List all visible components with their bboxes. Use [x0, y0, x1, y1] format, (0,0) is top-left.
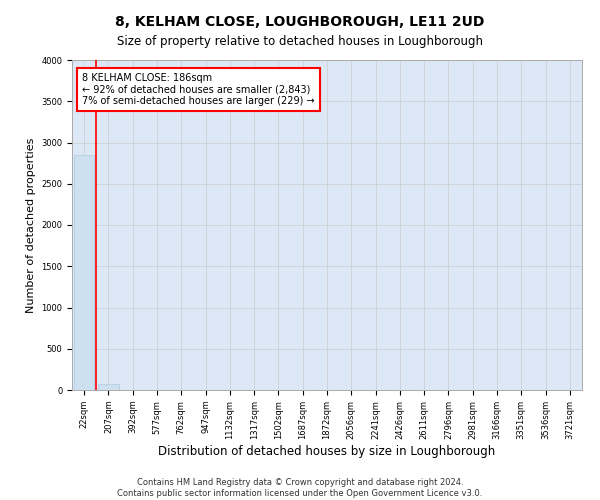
Text: Contains HM Land Registry data © Crown copyright and database right 2024.
Contai: Contains HM Land Registry data © Crown c…	[118, 478, 482, 498]
X-axis label: Distribution of detached houses by size in Loughborough: Distribution of detached houses by size …	[158, 444, 496, 458]
Bar	[74, 156, 94, 390]
Text: Size of property relative to detached houses in Loughborough: Size of property relative to detached ho…	[117, 35, 483, 48]
Text: 8, KELHAM CLOSE, LOUGHBOROUGH, LE11 2UD: 8, KELHAM CLOSE, LOUGHBOROUGH, LE11 2UD	[115, 15, 485, 29]
Text: 8 KELHAM CLOSE: 186sqm
← 92% of detached houses are smaller (2,843)
7% of semi-d: 8 KELHAM CLOSE: 186sqm ← 92% of detached…	[82, 73, 315, 106]
Y-axis label: Number of detached properties: Number of detached properties	[26, 138, 35, 312]
Bar	[98, 384, 119, 390]
